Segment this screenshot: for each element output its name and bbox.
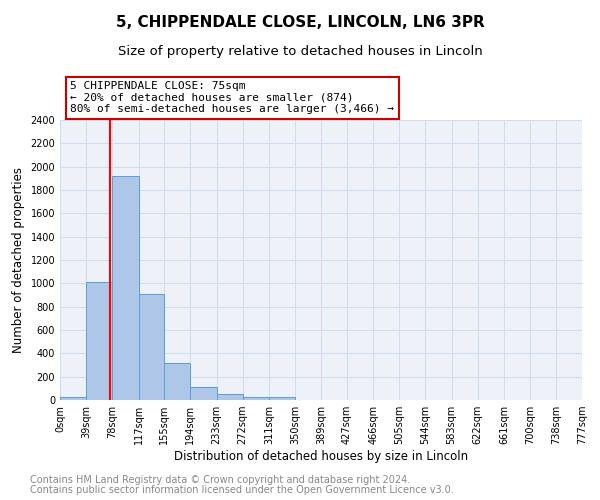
Bar <box>139 294 164 400</box>
Bar <box>190 387 217 400</box>
Bar <box>86 282 112 400</box>
Text: 5, CHIPPENDALE CLOSE, LINCOLN, LN6 3PR: 5, CHIPPENDALE CLOSE, LINCOLN, LN6 3PR <box>116 15 484 30</box>
Bar <box>164 362 190 400</box>
Bar <box>60 397 86 400</box>
Y-axis label: Number of detached properties: Number of detached properties <box>12 167 25 353</box>
Bar <box>269 397 295 400</box>
Bar <box>243 396 269 400</box>
Text: Contains public sector information licensed under the Open Government Licence v3: Contains public sector information licen… <box>30 485 454 495</box>
X-axis label: Distribution of detached houses by size in Lincoln: Distribution of detached houses by size … <box>174 450 468 463</box>
Bar <box>217 394 243 400</box>
Text: 5 CHIPPENDALE CLOSE: 75sqm
← 20% of detached houses are smaller (874)
80% of sem: 5 CHIPPENDALE CLOSE: 75sqm ← 20% of deta… <box>70 81 394 114</box>
Text: Size of property relative to detached houses in Lincoln: Size of property relative to detached ho… <box>118 45 482 58</box>
Text: Contains HM Land Registry data © Crown copyright and database right 2024.: Contains HM Land Registry data © Crown c… <box>30 475 410 485</box>
Bar <box>112 176 139 400</box>
